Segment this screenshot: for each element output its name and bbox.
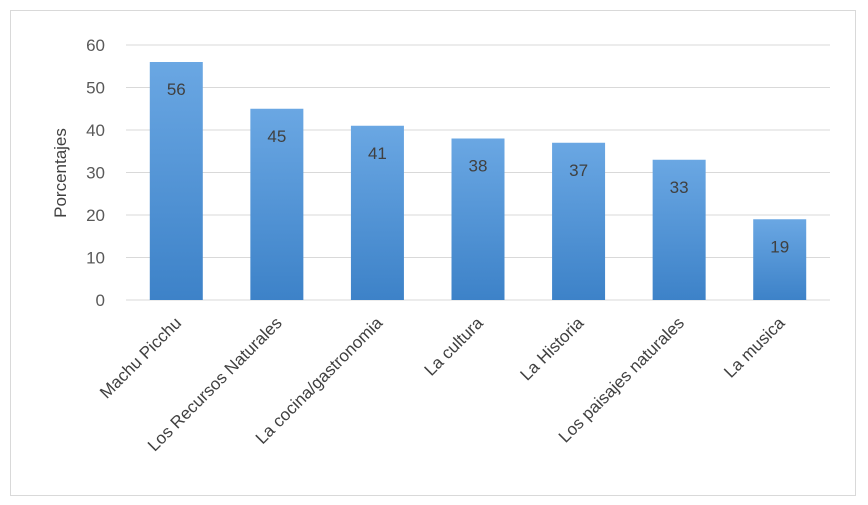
x-category-label: La musica [720, 313, 789, 382]
data-label: 41 [368, 144, 387, 163]
bar [350, 125, 404, 300]
bar [552, 142, 606, 300]
x-category-label: Machu Picchu [96, 313, 185, 402]
y-axis-label: Porcentajes [51, 128, 70, 218]
data-label: 38 [469, 157, 488, 176]
data-label: 33 [670, 178, 689, 197]
bar [451, 138, 505, 300]
y-tick-label: 30 [86, 164, 105, 183]
data-label: 56 [167, 80, 186, 99]
x-category-label: La Historia [517, 313, 588, 384]
bar [652, 159, 706, 300]
x-category-label: La cultura [421, 313, 488, 380]
y-tick-label: 10 [86, 249, 105, 268]
y-tick-label: 40 [86, 121, 105, 140]
y-tick-label: 0 [96, 291, 105, 310]
gridlines [126, 44, 830, 301]
data-label: 37 [569, 161, 588, 180]
bars [149, 62, 807, 300]
y-tick-label: 20 [86, 206, 105, 225]
y-tick-label: 60 [86, 36, 105, 55]
bar [753, 219, 807, 300]
bar [149, 62, 203, 300]
data-label: 45 [267, 127, 286, 146]
bar [250, 108, 304, 300]
y-tick-label: 50 [86, 79, 105, 98]
data-labels: 56 45 41 38 37 33 19 [167, 80, 789, 256]
y-axis-ticks: 0 10 20 30 40 50 60 [86, 36, 105, 310]
data-label: 19 [770, 237, 789, 256]
